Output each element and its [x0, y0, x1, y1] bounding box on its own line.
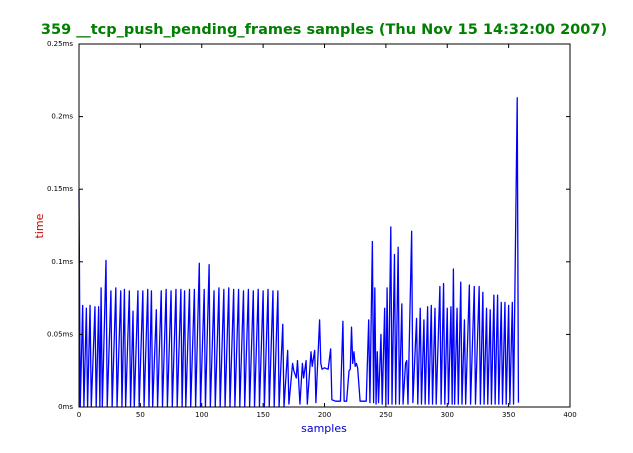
x-tick-label: 250 [379, 411, 392, 419]
x-tick-label: 350 [502, 411, 515, 419]
y-tick-label: 0ms [58, 403, 73, 411]
x-tick-label: 100 [195, 411, 208, 419]
x-tick-label: 0 [77, 411, 81, 419]
x-tick-label: 300 [441, 411, 454, 419]
x-tick-label: 50 [136, 411, 145, 419]
y-tick-label: 0.15ms [47, 185, 73, 193]
x-tick-label: 200 [318, 411, 331, 419]
y-axis-label: time [33, 213, 46, 238]
x-axis-label: samples [301, 422, 347, 435]
y-tick-label: 0.2ms [51, 113, 73, 121]
x-tick-label: 150 [256, 411, 269, 419]
y-tick-label: 0.25ms [47, 40, 73, 48]
data-line [78, 97, 520, 408]
y-tick-label: 0.1ms [51, 258, 73, 266]
y-tick-label: 0.05ms [47, 330, 73, 338]
x-tick-label: 400 [563, 411, 576, 419]
chart-title: 359 __tcp_push_pending_frames samples (T… [41, 22, 607, 38]
